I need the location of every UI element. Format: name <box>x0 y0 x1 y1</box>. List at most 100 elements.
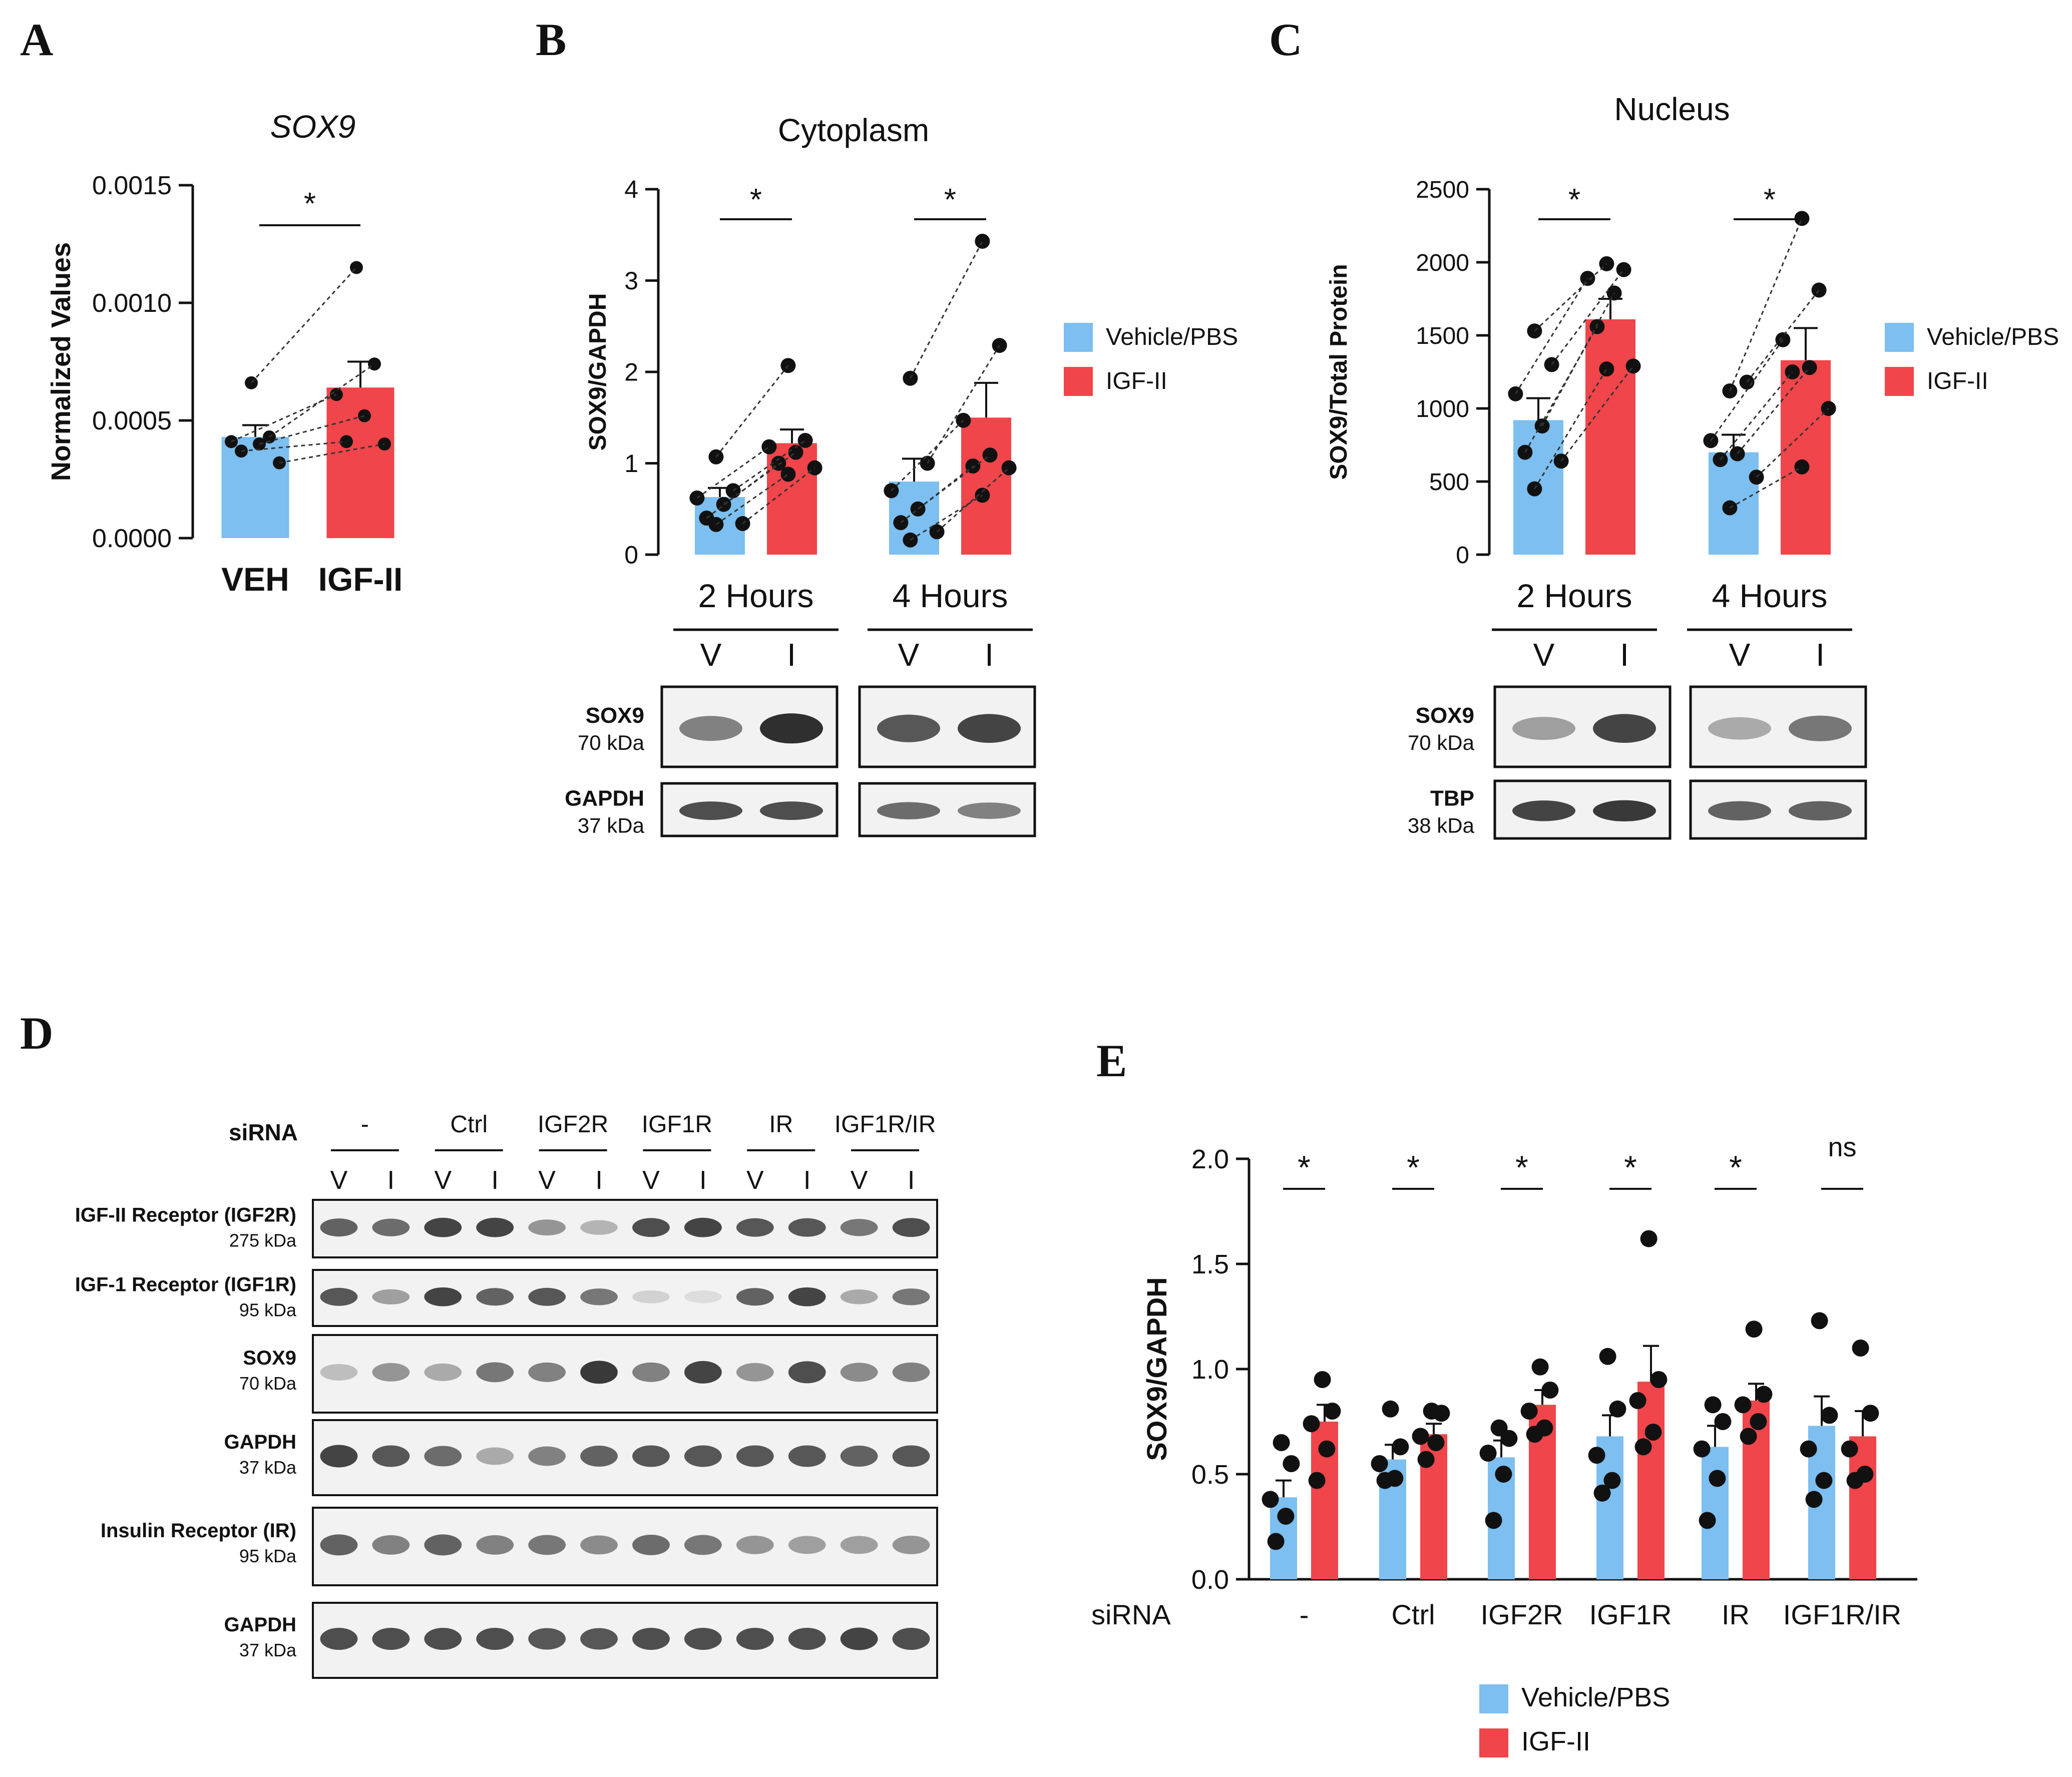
paired-line <box>900 465 974 524</box>
blot-c: V I V I SOX9 70 kDa TBP 38 kDa <box>1408 637 1867 840</box>
data-point <box>1599 361 1614 377</box>
data-point <box>1324 1403 1341 1420</box>
blot-band <box>788 1445 826 1467</box>
blot-band <box>320 1445 358 1468</box>
data-point <box>1520 1403 1538 1420</box>
blot-band <box>1708 717 1771 740</box>
data-point <box>1693 1440 1711 1458</box>
significance-marker: * <box>1624 1149 1637 1186</box>
blot-band <box>1512 717 1575 740</box>
x-tick-label: IGF-II <box>318 561 403 598</box>
blot-panel <box>312 1334 938 1414</box>
x-tick-label: IGF1R/IR <box>1783 1599 1901 1630</box>
paired-line <box>259 415 365 445</box>
legend-label-vehicle: Vehicle/PBS <box>1106 324 1238 350</box>
bar-igf <box>1849 1436 1876 1579</box>
significance-star: * <box>944 183 956 217</box>
legend-swatch-igf <box>1885 367 1914 396</box>
blot-row-name: IGF-II Receptor (IGF2R) <box>75 1204 296 1226</box>
blot-row-size: 37 kDa <box>239 1457 297 1478</box>
blot-band <box>736 1445 774 1467</box>
bar-igf <box>961 417 1011 555</box>
y-tick-label: 1.5 <box>1191 1249 1229 1279</box>
blot-row-name: GAPDH <box>565 786 644 811</box>
y-tick-label: 2000 <box>1416 250 1469 276</box>
y-tick-label: 1 <box>624 450 638 478</box>
data-point <box>1704 1396 1722 1414</box>
data-point <box>1750 1413 1767 1430</box>
legend-swatch-vehicle <box>1064 323 1093 352</box>
data-point <box>1734 1396 1752 1414</box>
paired-line <box>1524 326 1598 453</box>
data-point <box>1841 1440 1858 1458</box>
data-point <box>1392 1438 1409 1456</box>
data-point <box>797 432 813 448</box>
blot-band <box>788 1628 826 1650</box>
data-point <box>1640 1230 1657 1247</box>
data-point <box>1412 1428 1429 1445</box>
blot-row-size: 38 kDa <box>1408 814 1475 837</box>
paired-line <box>936 467 1010 533</box>
significance-star: * <box>1764 183 1776 217</box>
data-point <box>1277 1508 1295 1525</box>
panel-label-a: A <box>20 14 53 65</box>
paired-line <box>706 463 779 519</box>
blot-band <box>1593 714 1656 743</box>
data-point <box>1699 1512 1716 1529</box>
chart-title: Nucleus <box>1614 91 1730 127</box>
lane-label: V <box>746 1166 764 1195</box>
data-point <box>1609 1400 1626 1418</box>
paired-line <box>1756 407 1829 478</box>
data-point <box>1800 1440 1817 1458</box>
y-tick-label: 0.0000 <box>92 524 172 553</box>
blot-row-name: GAPDH <box>224 1614 296 1636</box>
bar-igf <box>1637 1382 1665 1579</box>
paired-line <box>241 440 347 452</box>
blot-band <box>1512 800 1575 821</box>
blot-panel <box>312 1199 938 1258</box>
blot-row-name: GAPDH <box>224 1431 296 1453</box>
blot-band <box>632 1534 670 1555</box>
legend-label-vehicle: Vehicle/PBS <box>1927 324 2059 350</box>
blot-band <box>877 714 940 742</box>
data-point <box>1479 1445 1497 1462</box>
legend-swatch-igf <box>1064 367 1093 396</box>
significance-star: * <box>1568 183 1580 217</box>
blot-row-size: 37 kDa <box>578 814 645 837</box>
x-tick-label: IGF2R <box>1481 1599 1563 1630</box>
legend-label-igf: IGF-II <box>1106 368 1167 394</box>
sirna-group-label: IGF1R/IR <box>835 1111 936 1138</box>
blot-d: siRNA - Ctrl IGF2R IGF1R IR IGF1R/IR V I V I V I V I V I… <box>75 1111 938 1679</box>
bar-igf <box>1585 319 1635 555</box>
lane-label: V <box>700 637 722 673</box>
blot-band <box>580 1446 618 1467</box>
blot-band <box>892 1535 930 1554</box>
data-point <box>1588 1447 1605 1464</box>
lane-label: V <box>642 1166 660 1195</box>
data-point <box>1314 1371 1331 1388</box>
y-tick-label: 500 <box>1429 469 1469 496</box>
y-tick-label: 4 <box>624 176 638 204</box>
blot-band <box>736 1218 774 1237</box>
blot-band <box>736 1535 774 1554</box>
blot-row-size: 95 kDa <box>239 1300 297 1320</box>
data-point <box>1634 1438 1652 1456</box>
lane-label: I <box>595 1166 602 1195</box>
blot-band <box>684 1628 722 1650</box>
blot-band <box>958 802 1021 819</box>
data-point <box>1526 1426 1543 1443</box>
blot-band <box>580 1220 618 1235</box>
y-tick-label: 0.0015 <box>92 171 172 200</box>
data-point <box>1273 1434 1290 1451</box>
x-axis-label: siRNA <box>1091 1599 1171 1630</box>
y-tick-label: 1.0 <box>1191 1355 1229 1385</box>
blot-band <box>372 1535 410 1555</box>
blot-band <box>528 1219 566 1236</box>
data-point <box>1821 1407 1838 1424</box>
blot-band <box>528 1446 566 1466</box>
blot-band <box>476 1362 514 1383</box>
blot-band <box>372 1445 410 1467</box>
data-point <box>975 234 990 249</box>
x-tick-label: Ctrl <box>1391 1599 1435 1630</box>
blot-row-size: 70 kDa <box>1408 731 1475 754</box>
